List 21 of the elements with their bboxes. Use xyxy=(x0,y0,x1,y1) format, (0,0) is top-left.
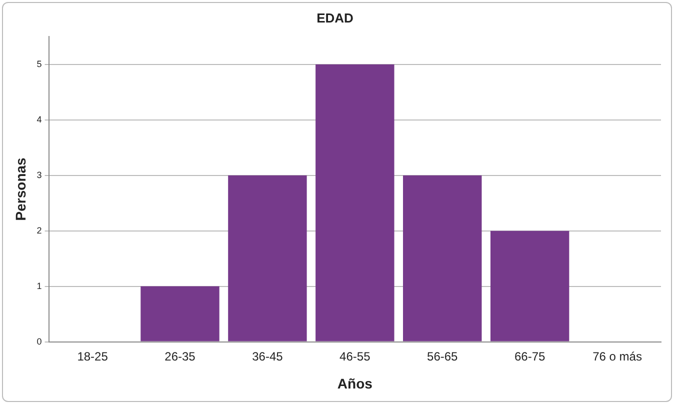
y-tick-label: 1 xyxy=(36,280,42,291)
x-tick-label: 36-45 xyxy=(252,349,284,364)
bar xyxy=(316,64,394,342)
x-tick-label: 46-55 xyxy=(340,349,371,364)
x-tick-label: 56-65 xyxy=(427,349,458,364)
y-tick-label: 0 xyxy=(36,336,42,346)
bar xyxy=(403,175,482,342)
x-tick-label: 76 o más xyxy=(592,349,642,364)
x-axis-title: Años xyxy=(337,375,373,392)
x-tick-label: 26-35 xyxy=(164,349,196,364)
bar xyxy=(228,175,307,342)
chart-title: EDAD xyxy=(316,10,354,26)
x-tick-label: 66-75 xyxy=(514,349,546,364)
bar xyxy=(490,230,570,342)
y-tick-label: 3 xyxy=(36,170,42,180)
y-tick-label: 5 xyxy=(36,58,42,69)
x-tick-label: 18-25 xyxy=(77,349,108,364)
y-tick-label: 2 xyxy=(36,225,42,236)
y-axis-title: Personas xyxy=(12,157,28,221)
y-tick-label: 4 xyxy=(36,114,42,124)
bar xyxy=(140,286,220,342)
